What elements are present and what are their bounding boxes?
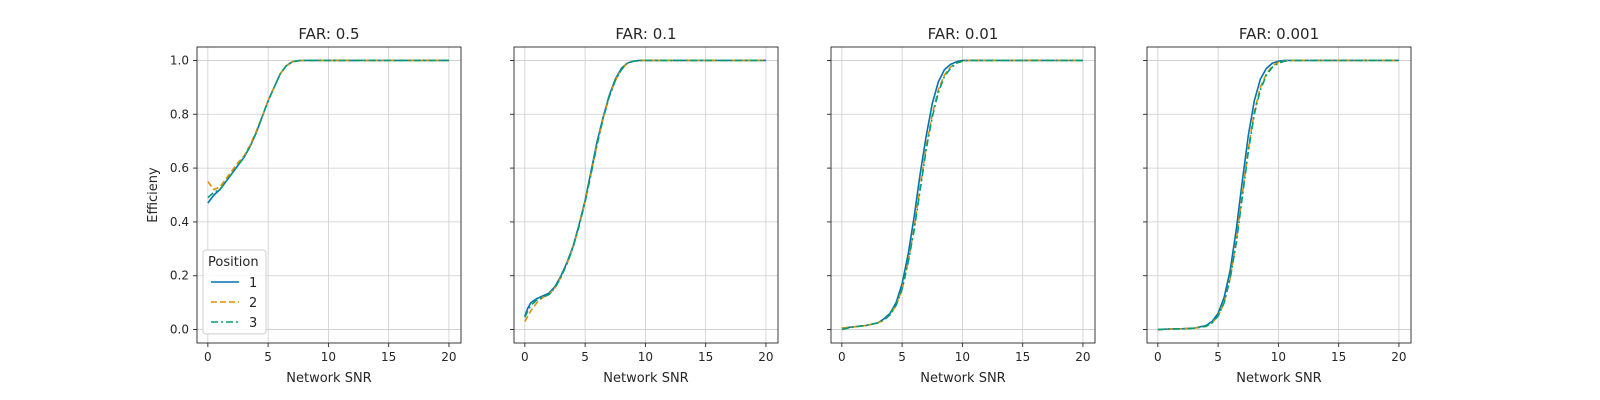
y-tick-label: 0.8 — [170, 107, 189, 121]
subplot-title: FAR: 0.001 — [1239, 25, 1319, 43]
legend: Position 1 2 3 — [202, 249, 267, 335]
x-tick-label: 5 — [264, 350, 272, 364]
x-axis-label: Network SNR — [603, 371, 688, 386]
x-tick-label: 15 — [1331, 350, 1346, 364]
axes-frame — [1146, 46, 1412, 344]
x-tick-label: 0 — [1154, 350, 1162, 364]
y-axis-label: Efficieny — [146, 167, 161, 223]
series-line-3 — [841, 59, 1083, 331]
subplot-title: FAR: 0.5 — [298, 25, 359, 43]
x-tick-label: 0 — [838, 350, 846, 364]
x-tick-label: 15 — [381, 350, 396, 364]
y-tick-label: 0.6 — [170, 161, 189, 175]
x-tick-label: 15 — [698, 350, 713, 364]
x-tick-label: 5 — [581, 350, 589, 364]
x-tick-label: 20 — [758, 350, 773, 364]
x-axis-label: Network SNR — [1236, 371, 1321, 386]
x-tick-label: 10 — [321, 350, 336, 364]
subplot-1: 0 5 10 15 20 0.0 0.2 0.4 0.6 0.8 1.0 FAR: 0.5 Networ… — [146, 25, 462, 386]
y-tick-label: 1.0 — [170, 53, 189, 67]
axes-frame — [196, 46, 462, 344]
series-line-2 — [207, 59, 449, 191]
y-tick-label: 0.0 — [170, 323, 189, 337]
x-tick-label: 20 — [1075, 350, 1090, 364]
axes-frame — [513, 46, 779, 344]
x-axis-label: Network SNR — [286, 371, 371, 386]
series-line-3 — [207, 59, 449, 199]
legend-title: Position — [208, 255, 259, 270]
subplot-3: 0 5 10 15 20 FAR: 0.01 Network SNR — [827, 25, 1096, 386]
x-tick-label: 5 — [898, 350, 906, 364]
x-tick-label: 10 — [955, 350, 970, 364]
x-tick-label: 20 — [1391, 350, 1406, 364]
y-tick-label: 0.2 — [170, 269, 189, 283]
x-tick-label: 0 — [204, 350, 212, 364]
subplot-title: FAR: 0.1 — [615, 25, 676, 43]
legend-label-2: 2 — [249, 296, 257, 311]
x-tick-label: 5 — [1214, 350, 1222, 364]
x-tick-label: 20 — [441, 350, 456, 364]
x-tick-label: 10 — [1271, 350, 1286, 364]
axes-frame — [830, 46, 1096, 344]
series-line-2 — [524, 59, 766, 322]
x-tick-label: 10 — [638, 350, 653, 364]
subplot-4: 0 5 10 15 20 FAR: 0.001 Network SNR — [1143, 25, 1412, 386]
y-tick-label: 0.4 — [170, 215, 189, 229]
subplot-title: FAR: 0.01 — [928, 25, 999, 43]
legend-label-1: 1 — [249, 276, 257, 291]
x-tick-label: 15 — [1015, 350, 1030, 364]
legend-label-3: 3 — [249, 316, 257, 331]
x-tick-label: 0 — [521, 350, 529, 364]
x-axis-label: Network SNR — [920, 371, 1005, 386]
legend-box — [202, 249, 267, 335]
subplot-2: 0 5 10 15 20 FAR: 0.1 Network SNR — [510, 25, 779, 386]
